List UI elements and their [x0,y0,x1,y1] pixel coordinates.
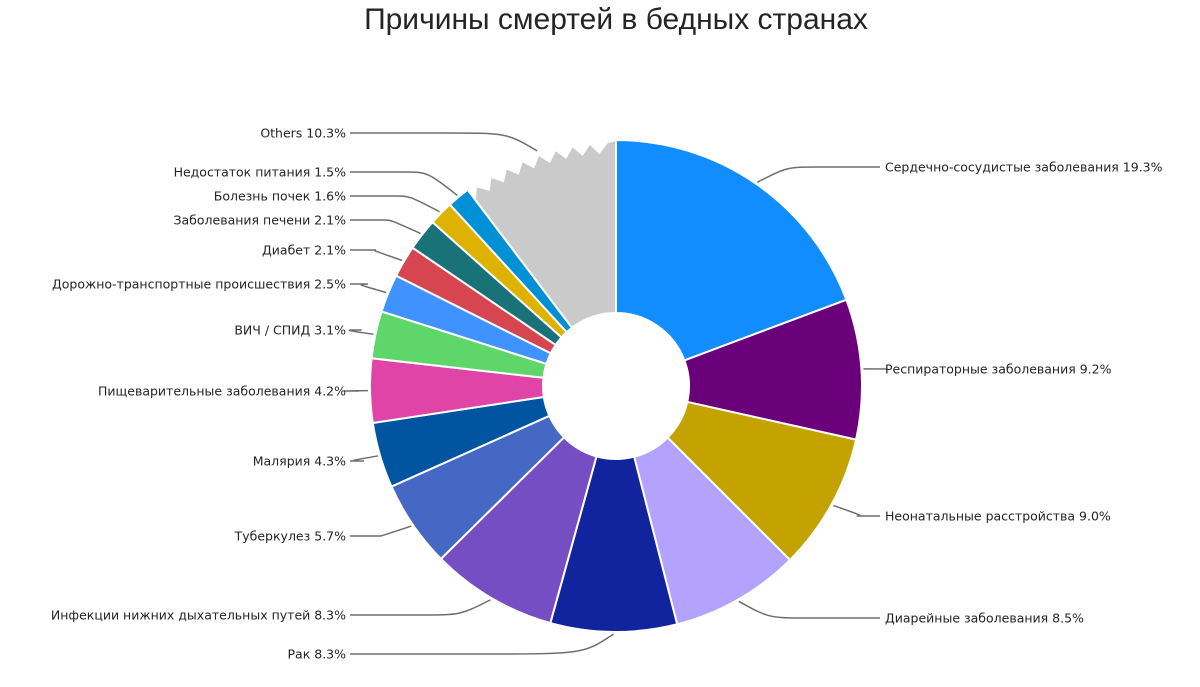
leader-line [350,455,379,462]
leader-line [350,219,421,235]
slice-label: Инфекции нижних дыхательных путей 8.3% [51,608,346,623]
leader-line [738,600,880,619]
slice-label: Респираторные заболевания 9.2% [885,362,1112,377]
slice-2[interactable] [666,400,858,562]
slice-label: Сердечно-сосудистые заболевания 19.3% [885,160,1163,175]
slice-label: Диабет 2.1% [262,243,346,258]
leader-line [350,171,458,197]
leader-line [350,249,403,262]
slice-label: Рак 8.3% [288,647,347,662]
slice-3[interactable] [632,436,792,626]
slice-label: Диарейные заболевания 8.5% [885,611,1084,626]
leader-line [348,329,374,335]
slice-label: Пищеварительные заболевания 4.2% [98,384,346,399]
slice-label: ВИЧ / СПИД 3.1% [234,323,346,338]
slice-label: Малярия 4.3% [253,454,346,469]
leader-line [756,166,880,183]
slice-label: Неонатальные расстройства 9.0% [885,509,1111,524]
slice-1[interactable] [683,298,863,441]
slice-15[interactable] [473,138,617,330]
leader-line [350,283,387,294]
slice-labels: Сердечно-сосудистые заболевания 19.3% Рес… [51,126,1163,662]
leader-line [350,195,440,213]
slice-label: Туберкулез 5.7% [234,529,346,544]
leader-lines [343,132,888,655]
slice-label: Заболевания печени 2.1% [174,213,347,228]
leader-line [350,633,615,655]
leader-line [833,504,880,517]
slice-label: Others 10.3% [260,126,346,141]
chart-title: Причины смертей в бедных странах [364,3,868,36]
slice-label: Недостаток питания 1.5% [174,165,347,180]
slice-label: Болезнь почек 1.6% [214,189,346,204]
leader-line [350,525,412,537]
slice-0[interactable] [615,138,848,362]
leader-line [350,599,491,616]
slice-label: Дорожно-транспортные происшествия 2.5% [52,277,346,292]
leader-line [350,132,538,152]
donut-slices [369,138,863,633]
